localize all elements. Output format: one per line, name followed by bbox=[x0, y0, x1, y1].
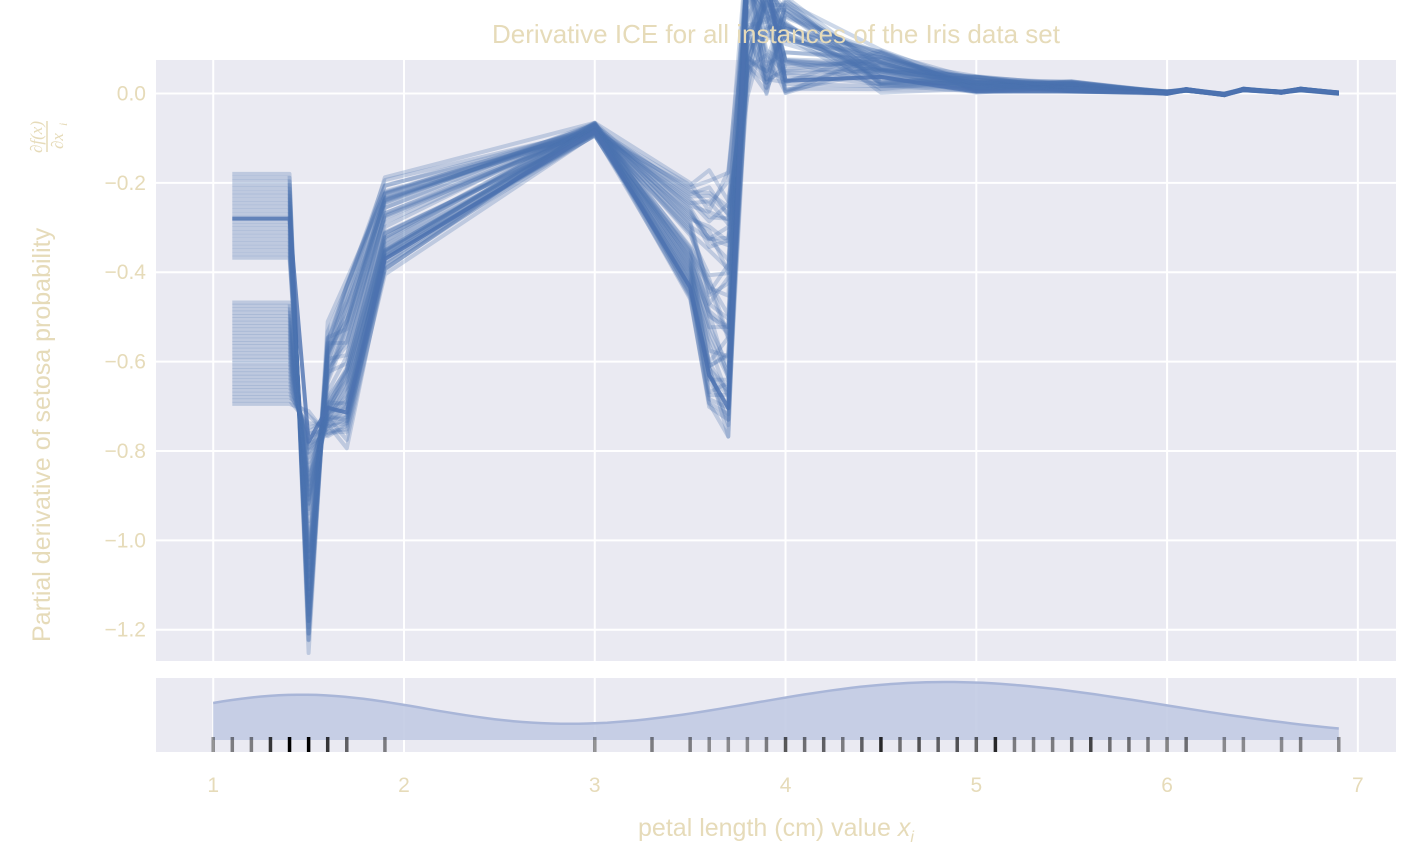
rug-marks bbox=[211, 737, 1341, 752]
y-axis-label-text: Partial derivative of setosa probability bbox=[28, 227, 56, 642]
main-grid bbox=[156, 60, 1396, 661]
density-line bbox=[212, 680, 1339, 730]
ice-line bbox=[232, 0, 1339, 444]
x-tick-label: 4 bbox=[780, 774, 792, 797]
x-tick-label: 3 bbox=[589, 774, 601, 797]
x-axis-label-var: x bbox=[897, 814, 912, 842]
x-tick-label: 5 bbox=[970, 774, 982, 797]
main-plot-background bbox=[156, 60, 1396, 661]
y-tick-labels: 0.0 −0.2 −0.4 −0.6 −0.8 −1.0 −1.2 bbox=[105, 83, 147, 642]
y-axis-label-denominator: ∂x bbox=[48, 133, 67, 149]
x-tick-labels: 1 2 3 4 5 6 7 bbox=[207, 774, 1363, 797]
y-tick-label: −0.2 bbox=[105, 172, 146, 195]
x-tick-label: 7 bbox=[1352, 774, 1364, 797]
y-tick-label: −1.0 bbox=[105, 529, 146, 552]
y-tick-label: −0.6 bbox=[105, 351, 146, 374]
y-tick-label: −0.8 bbox=[105, 440, 146, 463]
x-tick-label: 1 bbox=[207, 774, 219, 797]
density-curve bbox=[212, 680, 1339, 740]
chart-title: Derivative ICE for all instances of the … bbox=[492, 19, 1061, 49]
x-axis-label: petal length (cm) value xi bbox=[638, 814, 914, 846]
x-tick-label: 6 bbox=[1161, 774, 1173, 797]
y-tick-label: −0.4 bbox=[105, 261, 147, 284]
x-axis-label-text: petal length (cm) value bbox=[638, 814, 891, 842]
y-axis-label-subscript: i bbox=[56, 123, 70, 126]
x-axis-label-sub: i bbox=[910, 829, 914, 846]
y-tick-label: 0.0 bbox=[117, 83, 146, 106]
y-axis-label-numerator: ∂f(x) bbox=[27, 121, 46, 153]
y-tick-label: −1.2 bbox=[105, 619, 146, 642]
x-tick-label: 2 bbox=[398, 774, 410, 797]
y-axis-label: Partial derivative of setosa probability… bbox=[27, 121, 70, 642]
density-area bbox=[213, 682, 1339, 740]
ice-lines bbox=[232, 0, 1340, 655]
